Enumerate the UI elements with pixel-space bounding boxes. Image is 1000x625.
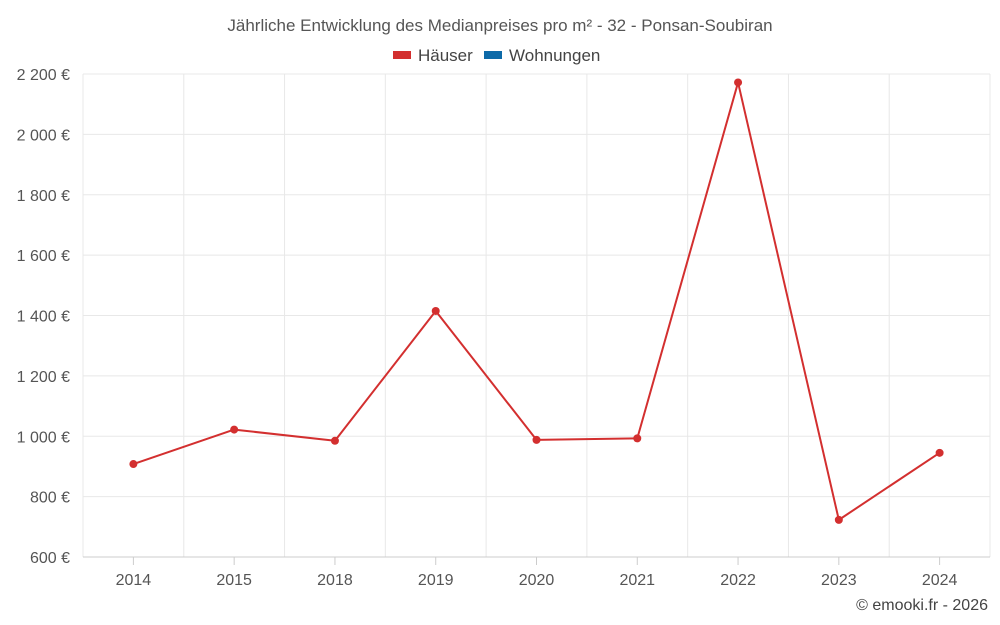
data-point[interactable] — [129, 460, 138, 469]
x-tick-label: 2015 — [216, 572, 252, 589]
data-point[interactable] — [330, 436, 339, 445]
x-tick-label: 2018 — [317, 572, 353, 589]
y-tick-label: 1 400 € — [17, 309, 70, 326]
legend-swatch-haeuser — [393, 51, 411, 59]
x-tick-label: 2021 — [619, 572, 655, 589]
y-tick-label: 2 000 € — [17, 127, 70, 144]
legend-label-wohnungen: Wohnungen — [509, 46, 600, 65]
series-line — [133, 81, 941, 521]
x-axis-ticks: 2014 2015 2018 2019 2020 2021 2022 2023 2024 — [116, 557, 958, 589]
x-tick-label: 2022 — [720, 572, 756, 589]
data-point[interactable] — [734, 78, 743, 87]
y-tick-label: 800 € — [30, 490, 70, 507]
y-tick-label: 1 200 € — [17, 369, 70, 386]
data-point[interactable] — [834, 515, 843, 524]
series — [129, 78, 944, 524]
x-tick-label: 2023 — [821, 572, 857, 589]
legend-item-haeuser[interactable]: Häuser — [393, 46, 473, 65]
y-axis-ticks: 600 € 800 € 1 000 € 1 200 € 1 400 € 1 600 € 1 … — [17, 67, 70, 567]
legend-label-haeuser: Häuser — [418, 46, 473, 65]
data-point[interactable] — [935, 448, 944, 457]
y-tick-label: 600 € — [30, 550, 70, 567]
legend-swatch-wohnungen — [484, 51, 502, 59]
chart-title: Jährliche Entwicklung des Medianpreises … — [227, 16, 772, 35]
y-tick-label: 1 600 € — [17, 248, 70, 265]
data-point[interactable] — [532, 435, 541, 444]
data-point[interactable] — [431, 306, 440, 315]
x-tick-label: 2019 — [418, 572, 454, 589]
y-tick-label: 1 000 € — [17, 429, 70, 446]
data-point[interactable] — [633, 434, 642, 443]
legend: Häuser Wohnungen — [393, 46, 600, 65]
y-tick-label: 1 800 € — [17, 188, 70, 205]
x-tick-label: 2024 — [922, 572, 958, 589]
y-tick-label: 2 200 € — [17, 67, 70, 84]
grid — [82, 73, 991, 557]
credit-text: © emooki.fr - 2026 — [856, 597, 988, 614]
data-point[interactable] — [230, 425, 239, 434]
legend-item-wohnungen[interactable]: Wohnungen — [484, 46, 600, 65]
x-tick-label: 2014 — [116, 572, 152, 589]
x-tick-label: 2020 — [519, 572, 555, 589]
